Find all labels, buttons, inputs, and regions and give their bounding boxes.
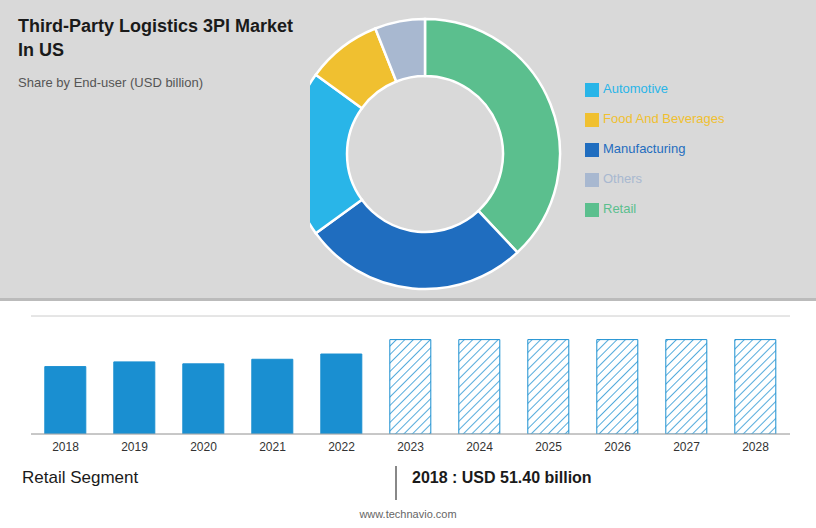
- svg-text:2021: 2021: [259, 440, 286, 454]
- svg-text:2028: 2028: [742, 440, 769, 454]
- html-text:Share by End-user (USD billion: Share by End-user (USD billion): [18, 74, 203, 90]
- svg-text:2020: 2020: [190, 440, 217, 454]
- svg-text:2026: 2026: [604, 440, 631, 454]
- html-text:Retail: Retail: [603, 201, 637, 216]
- svg-text:2024: 2024: [466, 440, 493, 454]
- html-text:2018 : USD 51.40 billion: 2018 : USD 51.40 billion: [412, 469, 592, 486]
- html-text:Retail Segment: Retail Segment: [22, 468, 139, 487]
- svg-text:2027: 2027: [673, 440, 700, 454]
- svg-text:2023: 2023: [397, 440, 424, 454]
- html-text:Manufacturing: Manufacturing: [603, 141, 686, 156]
- html-text:www.technavio.com: www.technavio.com: [359, 508, 457, 520]
- svg-text:2019: 2019: [121, 440, 148, 454]
- svg-text:2018: 2018: [52, 440, 79, 454]
- html-text:Third-Party Logistics 3Pl Mark: Third-Party Logistics 3Pl Market In US: [18, 16, 294, 61]
- html-text:Others: Others: [603, 171, 642, 186]
- html-text:Automotive: Automotive: [603, 81, 668, 96]
- svg-text:2022: 2022: [328, 440, 355, 454]
- svg-text:2025: 2025: [535, 440, 562, 454]
- html-text:Food And Beverages: Food And Beverages: [603, 111, 725, 126]
